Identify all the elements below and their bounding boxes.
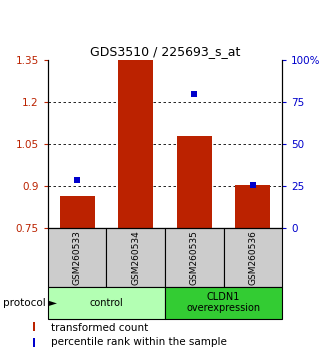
Text: GSM260534: GSM260534: [131, 230, 140, 285]
Bar: [106, 228, 165, 287]
Text: protocol ►: protocol ►: [3, 298, 57, 308]
Text: GSM260535: GSM260535: [190, 230, 199, 285]
Bar: [48, 228, 106, 287]
Text: percentile rank within the sample: percentile rank within the sample: [51, 337, 227, 347]
Text: control: control: [89, 298, 123, 308]
Text: GSM260536: GSM260536: [248, 230, 257, 285]
Bar: [33, 338, 35, 347]
Bar: [235, 185, 271, 228]
Text: transformed count: transformed count: [51, 322, 148, 332]
Bar: [224, 228, 282, 287]
Title: GDS3510 / 225693_s_at: GDS3510 / 225693_s_at: [90, 45, 240, 58]
Bar: [59, 196, 95, 228]
Bar: [165, 228, 224, 287]
Bar: [118, 59, 153, 228]
Bar: [33, 322, 35, 331]
Bar: [177, 136, 212, 228]
Text: GSM260533: GSM260533: [73, 230, 82, 285]
Bar: [165, 287, 282, 319]
Bar: [48, 287, 165, 319]
Text: CLDN1
overexpression: CLDN1 overexpression: [186, 292, 261, 314]
